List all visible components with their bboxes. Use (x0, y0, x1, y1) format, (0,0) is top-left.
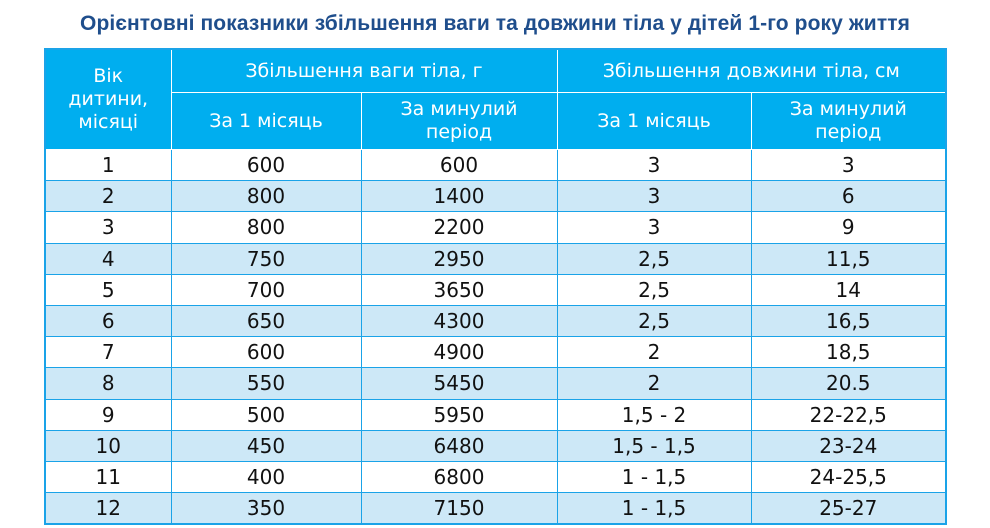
header-weight-group: Збільшення ваги тіла, г (170, 48, 558, 93)
cell-weight-period: 4900 (360, 336, 558, 369)
cell-length-month: 3 (556, 211, 752, 244)
header-length-period-label: За минулий період (789, 98, 907, 143)
cell-length-month: 1,5 - 1,5 (556, 429, 752, 462)
cell-length-period: 23-24 (750, 429, 947, 462)
cell-length-period: 18,5 (750, 336, 947, 369)
cell-age: 2 (44, 180, 172, 213)
cell-age: 1 (44, 148, 172, 182)
cell-weight-period: 7150 (360, 492, 558, 525)
cell-weight-month: 400 (170, 460, 362, 494)
table-row: 9 500 5950 1,5 - 2 22-22,5 (44, 398, 947, 431)
cell-weight-month: 500 (170, 398, 362, 431)
cell-age: 9 (44, 398, 172, 431)
cell-length-month: 3 (556, 180, 752, 213)
header-weight-period: За минулий період (360, 92, 558, 150)
cell-weight-period: 600 (360, 148, 558, 182)
cell-length-month: 2,5 (556, 304, 752, 338)
cell-age: 12 (44, 492, 172, 525)
cell-weight-month: 550 (170, 367, 362, 400)
table-row: 7 600 4900 2 18,5 (44, 336, 947, 369)
cell-weight-month: 350 (170, 492, 362, 525)
cell-weight-month: 650 (170, 304, 362, 338)
growth-table: Вік дитини, місяці Збільшення ваги тіла,… (44, 48, 948, 526)
cell-age: 11 (44, 460, 172, 494)
table-title: Орієнтовні показники збільшення ваги та … (80, 12, 910, 35)
table-row: 2 800 1400 3 6 (44, 180, 947, 213)
cell-length-period: 24-25,5 (750, 460, 947, 494)
table-row: 1 600 600 3 3 (44, 148, 947, 182)
cell-length-period: 14 (750, 273, 947, 306)
cell-length-month: 1 - 1,5 (556, 492, 752, 525)
table-row: 8 550 5450 2 20.5 (44, 367, 947, 400)
header-weight-month: За 1 місяць (170, 92, 362, 150)
cell-length-period: 22-22,5 (750, 398, 947, 431)
cell-age: 8 (44, 367, 172, 400)
cell-weight-month: 700 (170, 273, 362, 306)
cell-age: 10 (44, 429, 172, 462)
cell-length-month: 3 (556, 148, 752, 182)
cell-weight-period: 4300 (360, 304, 558, 338)
cell-length-period: 6 (750, 180, 947, 213)
header-length-month: За 1 місяць (556, 92, 752, 150)
cell-weight-period: 6800 (360, 460, 558, 494)
cell-length-month: 2,5 (556, 242, 752, 275)
cell-length-month: 1 - 1,5 (556, 460, 752, 494)
cell-weight-period: 2950 (360, 242, 558, 275)
cell-length-month: 1,5 - 2 (556, 398, 752, 431)
cell-weight-period: 2200 (360, 211, 558, 244)
cell-length-period: 20.5 (750, 367, 947, 400)
cell-weight-period: 5450 (360, 367, 558, 400)
table-row: 3 800 2200 3 9 (44, 211, 947, 244)
header-weight-period-label: За минулий період (400, 98, 518, 143)
cell-weight-period: 1400 (360, 180, 558, 213)
cell-weight-period: 6480 (360, 429, 558, 462)
table-body: 1 600 600 3 3 2 800 1400 3 6 3 800 2200 3 9 4 750 2950 2,5… (44, 148, 947, 525)
table-row: 10 450 6480 1,5 - 1,5 23-24 (44, 429, 947, 462)
cell-weight-month: 600 (170, 336, 362, 369)
cell-weight-month: 450 (170, 429, 362, 462)
header-length-group: Збільшення довжини тіла, см (556, 48, 947, 93)
header-age: Вік дитини, місяці (44, 48, 172, 150)
cell-length-period: 3 (750, 148, 947, 182)
header-length-period: За минулий період (750, 92, 947, 150)
table-row: 5 700 3650 2,5 14 (44, 273, 947, 306)
cell-weight-month: 800 (170, 180, 362, 213)
cell-age: 4 (44, 242, 172, 275)
cell-age: 3 (44, 211, 172, 244)
cell-weight-month: 800 (170, 211, 362, 244)
cell-age: 6 (44, 304, 172, 338)
table-row: 11 400 6800 1 - 1,5 24-25,5 (44, 460, 947, 494)
table-row: 12 350 7150 1 - 1,5 25-27 (44, 492, 947, 525)
cell-length-month: 2 (556, 367, 752, 400)
cell-length-period: 9 (750, 211, 947, 244)
cell-length-month: 2 (556, 336, 752, 369)
cell-weight-month: 600 (170, 148, 362, 182)
table-row: 6 650 4300 2,5 16,5 (44, 304, 947, 338)
cell-weight-period: 5950 (360, 398, 558, 431)
header-age-label: Вік дитини, місяці (68, 65, 149, 133)
table-row: 4 750 2950 2,5 11,5 (44, 242, 947, 275)
cell-length-period: 16,5 (750, 304, 947, 338)
cell-age: 7 (44, 336, 172, 369)
cell-age: 5 (44, 273, 172, 306)
cell-length-month: 2,5 (556, 273, 752, 306)
cell-weight-month: 750 (170, 242, 362, 275)
cell-length-period: 11,5 (750, 242, 947, 275)
cell-length-period: 25-27 (750, 492, 947, 525)
cell-weight-period: 3650 (360, 273, 558, 306)
